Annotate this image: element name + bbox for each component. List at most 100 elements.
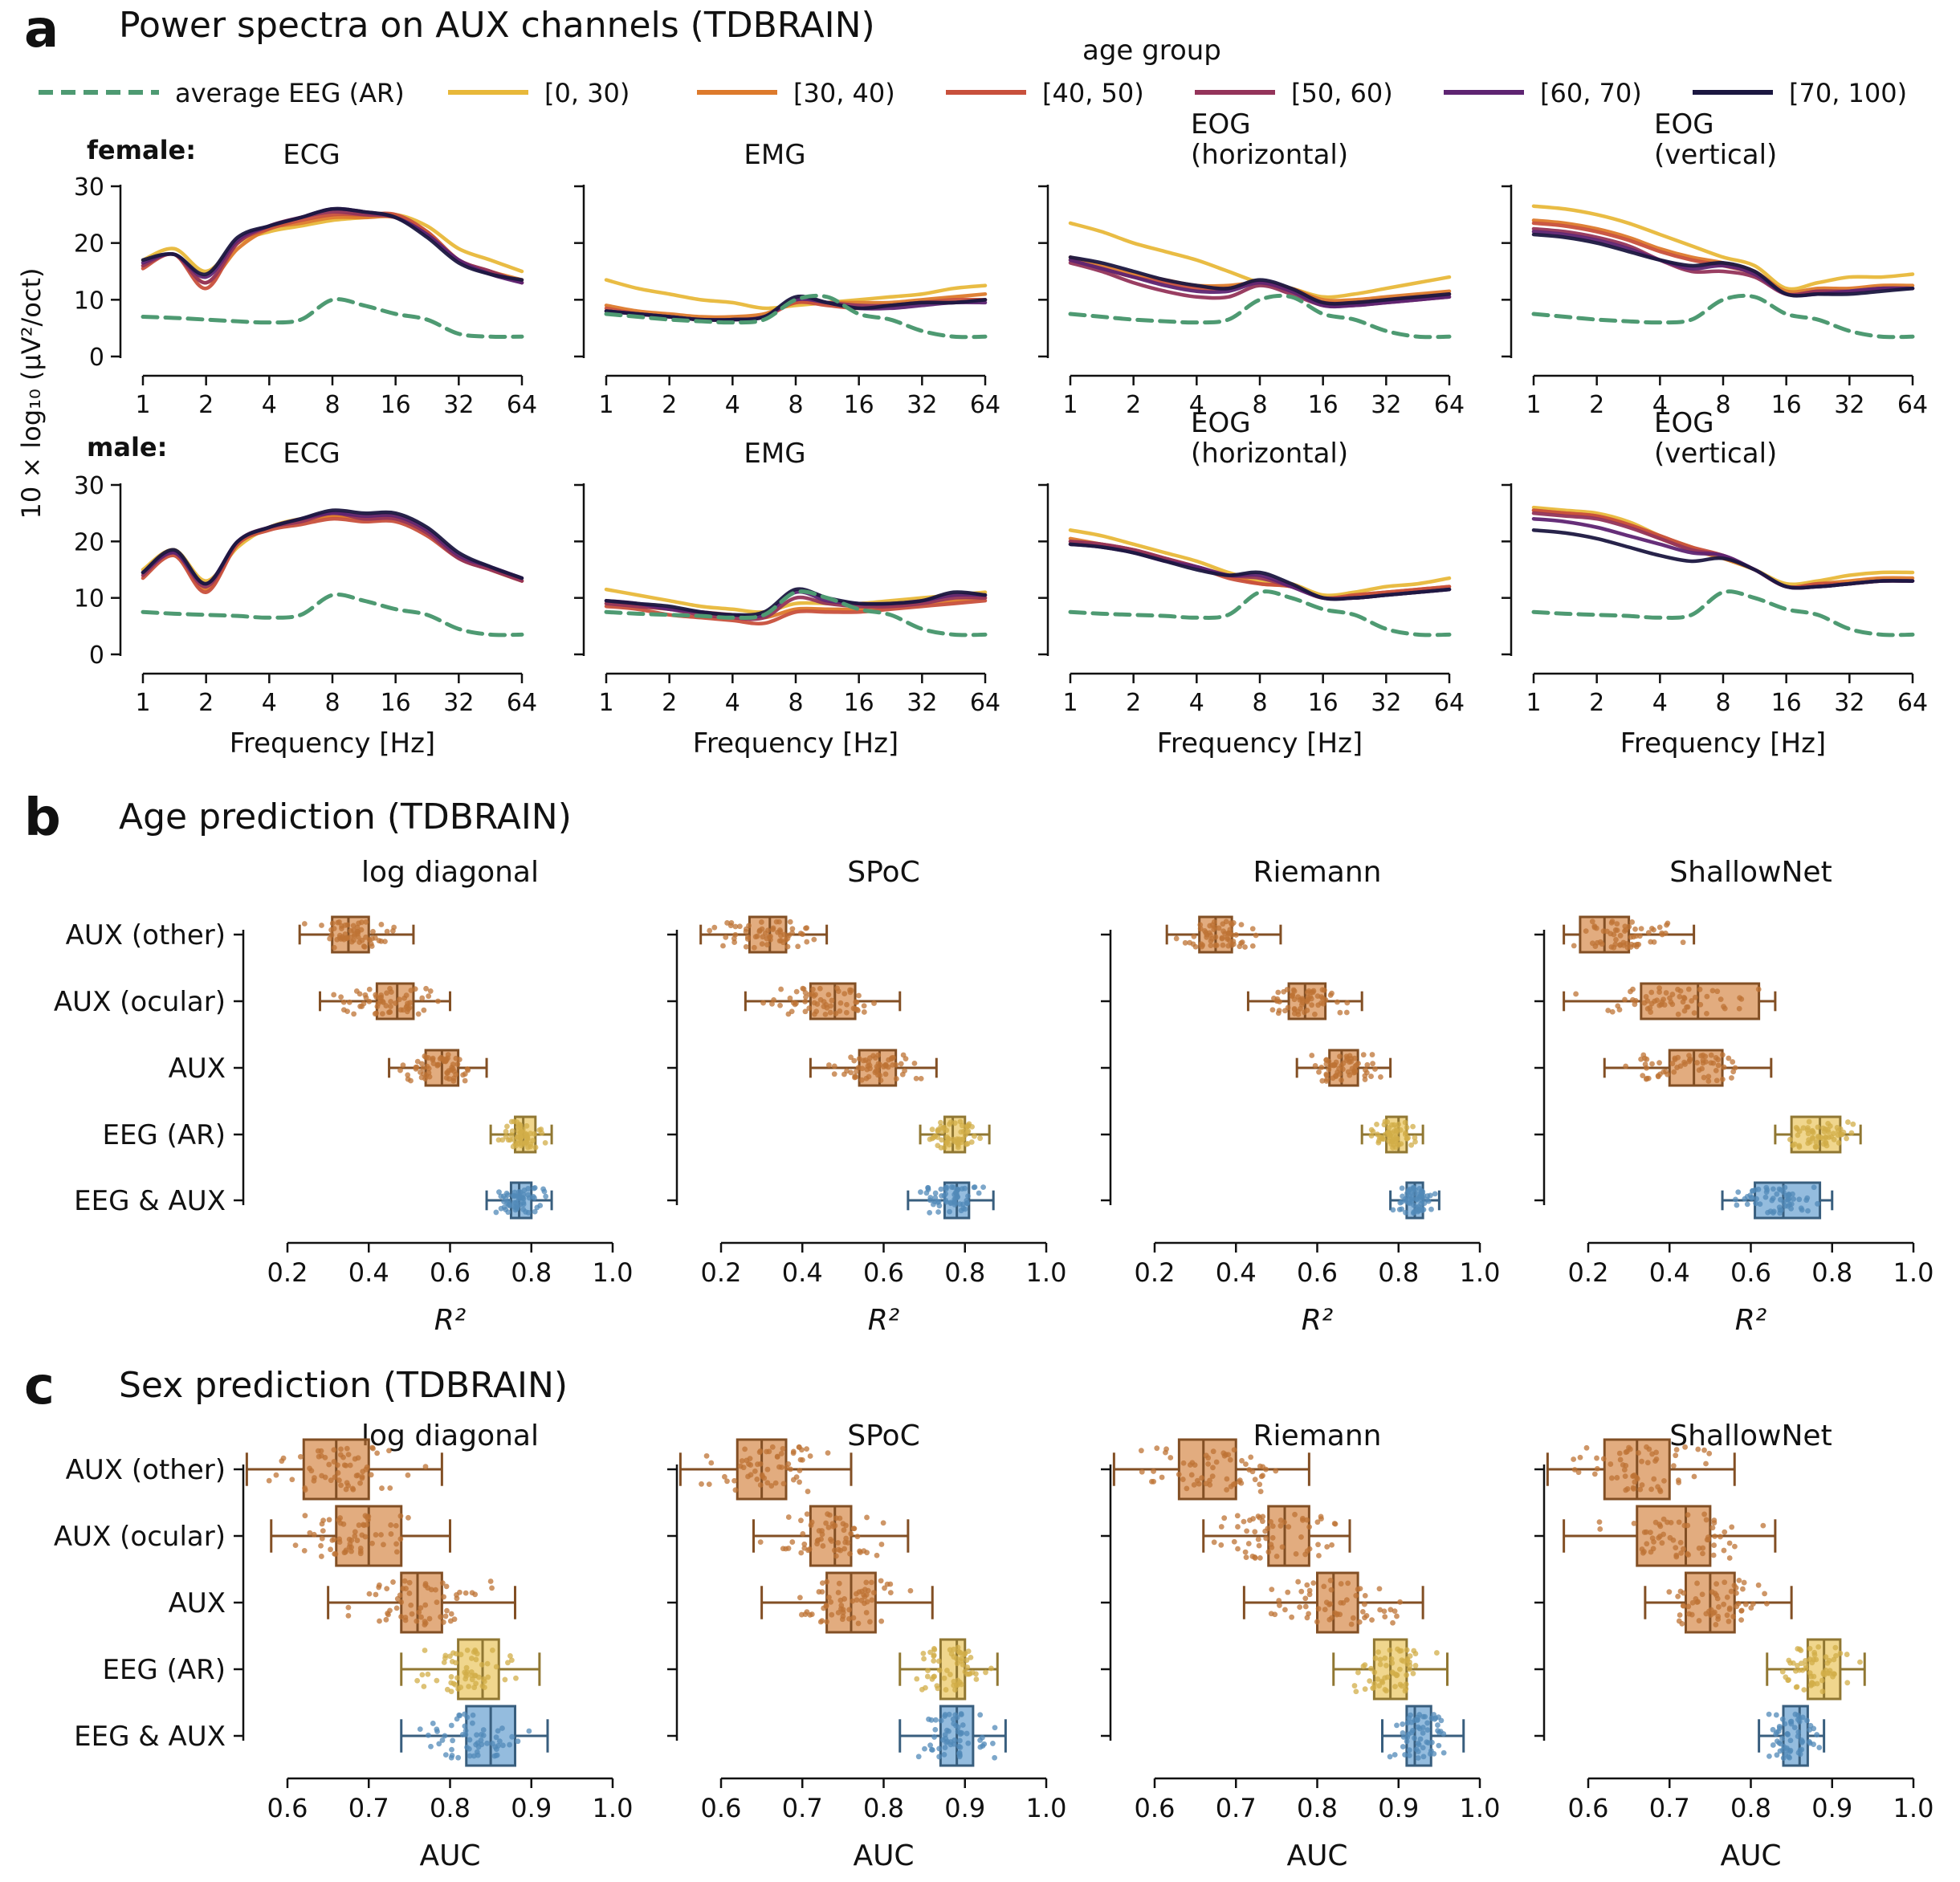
- x-tick-label: 0.4: [1216, 1257, 1257, 1288]
- sample-dot: [1658, 1001, 1665, 1008]
- sample-dot: [1628, 934, 1634, 940]
- sample-dot: [1224, 1476, 1230, 1482]
- sample-dot: [1403, 1198, 1409, 1204]
- sample-dot: [874, 1064, 880, 1069]
- sample-dot: [948, 1651, 955, 1657]
- sample-dot: [1631, 1485, 1636, 1492]
- sample-dot: [872, 1055, 878, 1061]
- y-tick-label: 10: [74, 585, 104, 613]
- sample-dot: [1620, 939, 1627, 946]
- series-line--70-100-: [141, 206, 524, 282]
- sample-dot: [378, 1532, 384, 1538]
- sample-dot: [457, 1589, 462, 1595]
- sample-dot: [465, 1067, 471, 1073]
- sample-dot: [817, 996, 824, 1003]
- sample-dot: [474, 1732, 479, 1738]
- sample-dot: [1399, 1683, 1405, 1689]
- sample-dot: [1742, 1601, 1749, 1607]
- sample-dot: [347, 1462, 353, 1469]
- sample-dot: [506, 1198, 511, 1204]
- sample-dot: [1744, 1201, 1750, 1208]
- x-tick-label: 32: [907, 391, 937, 419]
- sample-dot: [1209, 935, 1215, 942]
- sample-dot: [1726, 1555, 1733, 1561]
- sample-dot: [1406, 1715, 1412, 1721]
- sample-dot: [1778, 1187, 1784, 1193]
- x-tick-label: 0.6: [1730, 1257, 1771, 1288]
- sample-dot: [878, 1578, 884, 1584]
- sample-dot: [871, 1000, 877, 1006]
- sample-dot: [503, 1128, 509, 1134]
- sample-dot: [754, 1477, 760, 1482]
- sample-dot: [318, 1554, 324, 1559]
- sample-dot: [939, 1129, 945, 1134]
- sample-dot: [338, 994, 344, 1000]
- series-line--60-70-: [1531, 230, 1915, 298]
- sample-dot: [773, 919, 780, 925]
- sample-dot: [959, 1730, 965, 1736]
- sample-dot: [1403, 1686, 1409, 1692]
- sample-dot: [1257, 1489, 1264, 1495]
- sample-dot: [736, 923, 743, 930]
- sample-dot: [964, 1664, 971, 1670]
- sample-dot: [1779, 1716, 1786, 1722]
- sample-dot: [1208, 943, 1214, 949]
- sample-dot: [1227, 1456, 1233, 1463]
- sample-dot: [397, 1592, 403, 1599]
- sample-dot: [532, 1208, 538, 1215]
- sample-dot: [1298, 1588, 1305, 1595]
- sample-dot: [1376, 1586, 1383, 1592]
- sample-dot: [747, 1456, 753, 1462]
- y-tick-label: 20: [74, 230, 104, 259]
- sample-dot: [1795, 1733, 1801, 1739]
- sample-dot: [828, 1599, 834, 1605]
- sample-dot: [1326, 1616, 1333, 1623]
- y-tick-label: 10: [74, 287, 104, 315]
- sample-dot: [1722, 1529, 1728, 1535]
- sample-dot: [1392, 1608, 1398, 1614]
- sample-dot: [1435, 1728, 1440, 1733]
- sample-dot: [1784, 1747, 1791, 1753]
- sample-dot: [484, 1740, 490, 1746]
- x-tick-label: 0.7: [782, 1793, 823, 1823]
- sample-dot: [931, 1652, 937, 1658]
- sample-dot: [1371, 1680, 1377, 1687]
- sample-dot: [1736, 1577, 1742, 1583]
- sample-dot: [1614, 1475, 1620, 1481]
- sample-dot: [1404, 1738, 1410, 1745]
- sample-dot: [1708, 1052, 1714, 1058]
- sample-dot: [1207, 1481, 1213, 1488]
- sample-dot: [821, 1004, 827, 1010]
- sample-dot: [932, 1726, 939, 1733]
- sample-dot: [1360, 1663, 1367, 1669]
- sample-dot: [1728, 1588, 1734, 1595]
- x-tick-label: 32: [443, 689, 474, 717]
- sample-dot: [1609, 1008, 1616, 1015]
- sample-dot: [943, 1197, 949, 1204]
- sample-dot: [1323, 1061, 1330, 1067]
- sample-dot: [1204, 931, 1210, 938]
- x-tick-label: 64: [1897, 689, 1928, 717]
- sample-dot: [1670, 1463, 1677, 1469]
- sample-dot: [1409, 1727, 1416, 1733]
- box-aux-other-: [1546, 1438, 1736, 1501]
- sample-dot: [436, 1741, 442, 1747]
- sample-dot: [797, 1479, 802, 1485]
- sample-dot: [1571, 943, 1577, 949]
- sample-dot: [1229, 922, 1235, 928]
- sample-dot: [1290, 992, 1296, 998]
- sample-dot: [1653, 1449, 1660, 1456]
- sample-dot: [514, 1206, 520, 1212]
- sample-dot: [1675, 1011, 1681, 1017]
- sample-dot: [1302, 1603, 1309, 1610]
- sample-dot: [1850, 1121, 1856, 1127]
- sample-dot: [931, 1673, 938, 1680]
- sample-dot: [1730, 1059, 1736, 1065]
- sample-dot: [1644, 1541, 1650, 1547]
- sample-dot: [1782, 1721, 1788, 1727]
- sample-dot: [927, 1209, 933, 1216]
- sample-dot: [1750, 1601, 1756, 1607]
- sample-dot: [1673, 1447, 1680, 1452]
- x-tick-label: 1.0: [1460, 1793, 1501, 1823]
